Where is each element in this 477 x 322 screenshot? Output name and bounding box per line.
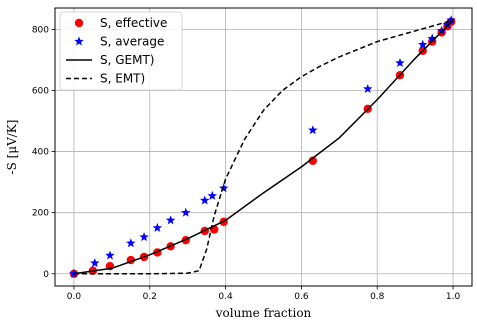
- legend-label: S, average: [100, 35, 164, 49]
- x-tick-label: 0.6: [294, 292, 309, 302]
- data-point: [181, 207, 191, 217]
- y-tick-label: 0: [43, 270, 49, 280]
- data-point: [152, 222, 163, 232]
- legend-label: S, EMT): [100, 72, 145, 86]
- data-point: [308, 156, 317, 165]
- legend: S, effective S, average S, GEMT) S, EMT): [59, 11, 183, 91]
- legend-box: [59, 11, 183, 91]
- plot-frame: [54, 7, 473, 287]
- legend-item: S, effective: [74, 16, 167, 30]
- y-tick-label: 200: [32, 209, 49, 219]
- series-line: [73, 19, 454, 275]
- data-point: [395, 57, 405, 68]
- series-2: [73, 19, 454, 275]
- legend-item: S, average: [74, 35, 164, 49]
- data-point: [199, 195, 210, 205]
- legend-swatch: [74, 18, 84, 28]
- series-line: [73, 19, 454, 275]
- x-axis-label: volume fraction: [215, 306, 312, 320]
- series-3: [73, 19, 454, 275]
- data-point: [126, 238, 136, 248]
- x-tick-label: 0.8: [370, 292, 385, 302]
- x-tick-label: 0.2: [143, 292, 157, 302]
- legend-label: S, effective: [100, 16, 167, 30]
- series-1: [69, 15, 456, 278]
- y-tick-label: 400: [32, 148, 49, 158]
- data-point: [446, 15, 456, 25]
- data-point: [207, 190, 218, 200]
- data-point: [105, 250, 115, 260]
- data-point: [442, 19, 453, 29]
- data-point: [417, 39, 428, 49]
- x-tick-label: 0.0: [67, 292, 82, 302]
- series-layer: [69, 15, 456, 278]
- data-point: [308, 125, 318, 135]
- data-point: [362, 83, 373, 93]
- legend-item: S, GEMT): [66, 53, 155, 67]
- data-point: [218, 183, 229, 193]
- tick-layer: 0.0 0.2 0.4 0.6 0.8 1.0 0 200 400 600 800: [32, 25, 461, 302]
- legend-label: S, GEMT): [100, 53, 155, 67]
- data-point: [139, 232, 149, 242]
- x-tick-label: 1.0: [446, 292, 461, 302]
- y-tick-label: 600: [32, 86, 49, 96]
- legend-item: S, EMT): [66, 72, 145, 86]
- legend-swatch: [74, 36, 84, 46]
- data-point: [165, 215, 176, 225]
- y-axis-label: -S [μV/K]: [5, 120, 19, 175]
- y-tick-label: 800: [32, 25, 49, 35]
- data-point: [427, 33, 437, 43]
- x-tick-label: 0.4: [218, 292, 233, 302]
- data-point: [436, 25, 447, 35]
- data-point: [90, 258, 100, 268]
